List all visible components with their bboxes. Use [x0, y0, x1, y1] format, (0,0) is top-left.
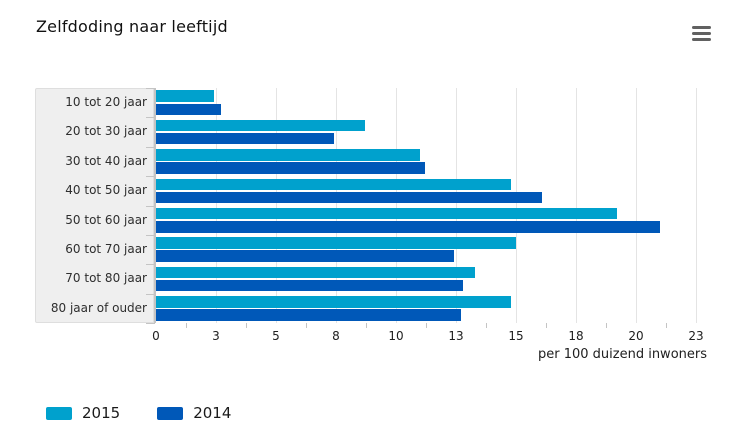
- category-label: 10 tot 20 jaar: [65, 95, 147, 109]
- bar-2015[interactable]: [156, 149, 420, 161]
- gridline: [456, 88, 457, 323]
- category-label: 30 tot 40 jaar: [65, 153, 147, 168]
- bar-2014[interactable]: [156, 250, 454, 262]
- gridline: [216, 88, 217, 323]
- x-axis-tick-label: 0: [152, 329, 160, 343]
- category-label: 60 tot 70 jaar: [65, 241, 147, 256]
- category-boundary-tick: [146, 205, 155, 207]
- bar-2015[interactable]: [156, 296, 512, 308]
- menu-bar: [692, 38, 711, 41]
- legend-label-2014: 2014: [193, 404, 232, 422]
- category-label: 50 tot 60 jaar: [65, 212, 147, 227]
- x-axis-tick-label: 3: [212, 329, 220, 343]
- gridline: [276, 88, 277, 323]
- gridline: [396, 88, 397, 323]
- x-axis-minor-tick: [546, 323, 547, 328]
- category-boundary-tick: [146, 88, 155, 89]
- x-axis-tick-label: 10: [388, 329, 404, 343]
- x-axis-minor-tick: [186, 323, 187, 328]
- legend-swatch-2015: [46, 406, 72, 420]
- bar-2014[interactable]: [156, 162, 425, 174]
- bar-2015[interactable]: [156, 178, 512, 191]
- category-boundary-tick: [146, 234, 155, 236]
- bar-2014[interactable]: [156, 191, 543, 204]
- category-label: 80 jaar of ouder: [50, 300, 147, 315]
- category-boundary-tick: [146, 323, 155, 324]
- bar-2015[interactable]: [156, 119, 365, 132]
- bar-2014[interactable]: [156, 309, 461, 321]
- bar-2014[interactable]: [156, 132, 334, 145]
- category-label: 20 tot 30 jaar: [65, 124, 147, 139]
- bar-2014[interactable]: [156, 279, 464, 292]
- x-axis-minor-tick: [606, 323, 607, 328]
- x-axis-title: per 100 duizend inwoners: [537, 347, 707, 362]
- gridline: [516, 88, 517, 323]
- x-axis-minor-tick: [366, 323, 367, 328]
- menu-bar: [692, 26, 711, 29]
- x-axis-minor-tick: [306, 323, 307, 328]
- chart-title: Zelfdoding naar leeftijd: [36, 17, 228, 36]
- x-axis-tick-label: 18: [568, 329, 584, 343]
- legend-swatch-2014: [157, 406, 184, 420]
- x-axis-tick-label: 8: [332, 329, 340, 343]
- bar-2015[interactable]: [156, 207, 617, 220]
- gridline: [696, 88, 697, 323]
- legend-item-2014[interactable]: 2014: [157, 404, 231, 422]
- legend: 2015 2014: [46, 404, 268, 422]
- x-axis-tick-label: 13: [448, 329, 464, 343]
- gridline: [636, 88, 637, 323]
- x-axis-minor-tick: [246, 323, 247, 328]
- x-axis-minor-tick: [666, 323, 667, 328]
- menu-bar: [692, 32, 711, 35]
- hamburger-menu-icon[interactable]: [692, 26, 711, 44]
- bar-2014[interactable]: [156, 221, 660, 233]
- category-label: 40 tot 50 jaar: [65, 183, 147, 198]
- x-axis-tick-label: 20: [628, 329, 644, 343]
- x-axis-minor-tick: [486, 323, 487, 328]
- x-axis-minor-tick: [426, 323, 427, 328]
- category-label: 70 tot 80 jaar: [65, 271, 147, 286]
- bar-2015[interactable]: [156, 266, 476, 279]
- category-axis-panel: [35, 88, 154, 323]
- category-boundary-tick: [146, 176, 155, 178]
- x-axis-tick-label: 23: [688, 329, 704, 343]
- legend-item-2015[interactable]: 2015: [46, 404, 120, 422]
- category-boundary-tick: [146, 293, 155, 295]
- gridline: [336, 88, 337, 323]
- gridline: [576, 88, 577, 323]
- bar-2015[interactable]: [156, 90, 214, 102]
- y-axis-line: [154, 88, 156, 323]
- x-axis-tick-label: 15: [508, 329, 524, 343]
- legend-label-2015: 2015: [82, 404, 121, 422]
- category-boundary-tick: [146, 146, 155, 148]
- bar-2015[interactable]: [156, 237, 516, 249]
- x-axis-tick-label: 5: [272, 329, 280, 343]
- bar-2014[interactable]: [156, 103, 221, 115]
- category-boundary-tick: [146, 264, 155, 266]
- category-boundary-tick: [146, 117, 155, 119]
